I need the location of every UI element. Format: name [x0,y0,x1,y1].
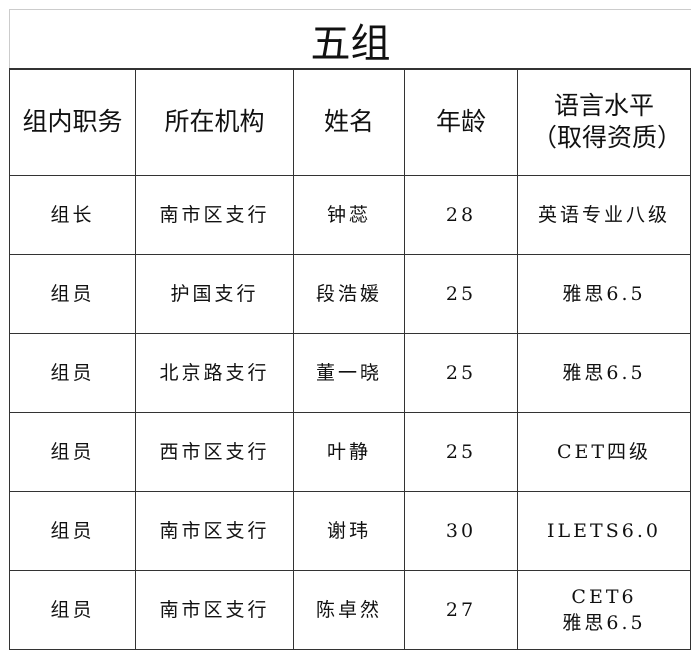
header-age: 年龄 [404,68,518,176]
cell-role: 组员 [9,490,136,571]
cell-role: 组员 [9,411,136,492]
cell-name: 段浩媛 [293,253,405,334]
cell-age: 28 [404,174,518,255]
table-row: 组员 北京路支行 董一晓 25 雅思6.5 [9,332,691,413]
cell-age: 27 [404,569,518,650]
cell-language: 英语专业八级 [517,174,691,255]
cell-name: 董一晓 [293,332,405,413]
cell-name: 叶静 [293,411,405,492]
cell-language: 雅思6.5 [517,332,691,413]
cell-role: 组员 [9,253,136,334]
cell-language: CET四级 [517,411,691,492]
cell-branch: 南市区支行 [135,174,294,255]
cell-age: 30 [404,490,518,571]
header-branch: 所在机构 [135,68,294,176]
table-row: 组员 南市区支行 陈卓然 27 CET6 雅思6.5 [9,569,691,650]
cell-role: 组员 [9,569,136,650]
cell-role: 组员 [9,332,136,413]
header-name: 姓名 [293,68,405,176]
table-row: 组员 西市区支行 叶静 25 CET四级 [9,411,691,492]
table-row: 组员 护国支行 段浩媛 25 雅思6.5 [9,253,691,334]
group-table: 组内职务 所在机构 姓名 年龄 语言水平（取得资质） 组长 南市区支行 钟蕊 28 英语… [9,68,691,650]
header-role: 组内职务 [9,68,136,176]
cell-language: ILETS6.0 [517,490,691,571]
cell-name: 钟蕊 [293,174,405,255]
cell-branch: 南市区支行 [135,490,294,571]
cell-role: 组长 [9,174,136,255]
cell-branch: 护国支行 [135,253,294,334]
cell-language: 雅思6.5 [517,253,691,334]
table-title: 五组 [9,9,691,69]
header-row: 组内职务 所在机构 姓名 年龄 语言水平（取得资质） [9,68,691,176]
cell-name: 谢玮 [293,490,405,571]
cell-name: 陈卓然 [293,569,405,650]
cell-age: 25 [404,411,518,492]
cell-branch: 北京路支行 [135,332,294,413]
table-row: 组长 南市区支行 钟蕊 28 英语专业八级 [9,174,691,255]
cell-age: 25 [404,332,518,413]
header-language: 语言水平（取得资质） [517,68,691,176]
cell-language: CET6 雅思6.5 [517,569,691,650]
table-row: 组员 南市区支行 谢玮 30 ILETS6.0 [9,490,691,571]
cell-branch: 西市区支行 [135,411,294,492]
cell-branch: 南市区支行 [135,569,294,650]
cell-age: 25 [404,253,518,334]
